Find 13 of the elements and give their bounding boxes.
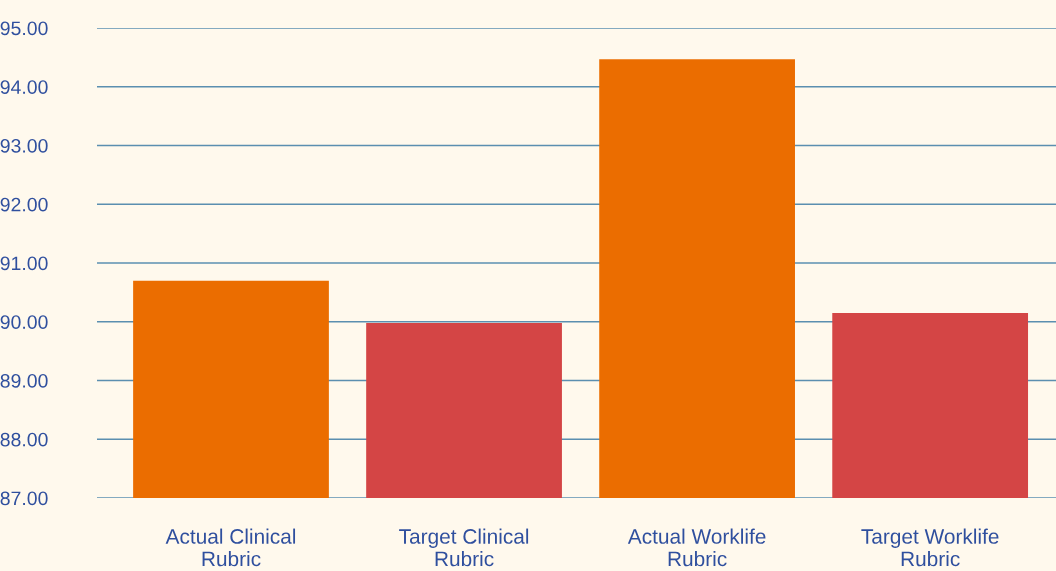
x-tick-label: Target Worklife Rubric [861,528,999,567]
x-tick-label: Target Clinical Rubric [399,528,529,567]
y-tick-label: 88.00 [0,432,48,447]
y-tick-label: 90.00 [0,315,48,329]
y-tick-label: 92.00 [0,197,48,212]
x-tick-label: Actual Clinical Rubric [165,528,296,567]
y-tick-label: 93.00 [0,138,48,153]
y-tick-label: 89.00 [0,373,48,388]
y-tick-label: 95.00 [0,21,48,36]
y-tick-label: 94.00 [0,80,48,94]
y-tick-label: 87.00 [0,491,48,506]
x-tick-label: Actual Worklife Rubric [627,528,766,567]
y-tick-label: 91.00 [0,256,48,271]
